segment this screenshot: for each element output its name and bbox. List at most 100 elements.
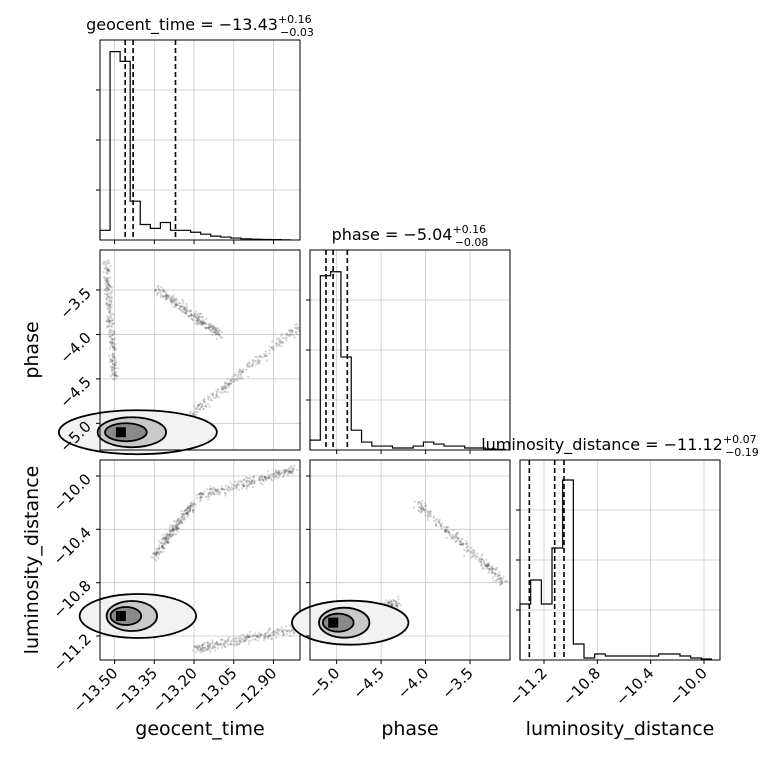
sample-point bbox=[159, 295, 163, 298]
sample-point bbox=[108, 324, 112, 328]
sample-point bbox=[188, 504, 191, 507]
sample-point bbox=[229, 642, 232, 645]
sample-point bbox=[446, 531, 449, 534]
sample-point bbox=[472, 550, 476, 553]
sample-point bbox=[105, 278, 109, 281]
sample-point bbox=[106, 318, 109, 321]
sample-point bbox=[198, 492, 201, 495]
sample-point bbox=[189, 502, 192, 505]
sample-point bbox=[461, 543, 464, 547]
sample-point bbox=[246, 633, 249, 636]
sample-point bbox=[197, 408, 200, 411]
sample-point bbox=[491, 571, 494, 574]
sample-point bbox=[238, 643, 241, 646]
sample-point bbox=[275, 342, 278, 345]
sample-point bbox=[160, 545, 163, 548]
sample-point bbox=[159, 289, 162, 292]
sample-point bbox=[162, 536, 166, 540]
sample-point bbox=[169, 532, 172, 535]
sample-point bbox=[208, 328, 211, 331]
sample-point bbox=[159, 550, 162, 553]
sample-point bbox=[480, 557, 484, 561]
sample-point bbox=[223, 390, 226, 393]
sample-point bbox=[179, 301, 182, 305]
sample-point bbox=[180, 305, 183, 308]
sample-point bbox=[112, 330, 116, 333]
sample-point bbox=[196, 647, 200, 650]
sample-point bbox=[204, 495, 208, 498]
sample-point bbox=[202, 321, 205, 324]
sample-point bbox=[172, 529, 175, 532]
sample-point bbox=[221, 388, 224, 391]
sample-point bbox=[499, 578, 502, 581]
sample-point bbox=[109, 329, 112, 332]
sample-point bbox=[212, 486, 215, 489]
sample-point bbox=[270, 632, 274, 635]
sample-point bbox=[242, 640, 245, 643]
sample-point bbox=[238, 368, 241, 371]
sample-point bbox=[459, 543, 462, 546]
sample-point bbox=[289, 332, 292, 335]
sample-point bbox=[176, 519, 180, 522]
sample-point bbox=[192, 412, 195, 415]
sample-point bbox=[211, 639, 214, 642]
sample-point bbox=[106, 303, 109, 306]
sample-point bbox=[204, 326, 208, 329]
sample-point bbox=[285, 630, 288, 633]
sample-point bbox=[491, 568, 495, 571]
sample-point bbox=[275, 475, 278, 478]
sample-point bbox=[206, 647, 209, 651]
sample-point bbox=[109, 291, 112, 294]
sample-point bbox=[272, 348, 275, 352]
sample-point bbox=[496, 577, 499, 580]
sample-point bbox=[240, 637, 244, 640]
sample-point bbox=[422, 506, 425, 509]
sample-point bbox=[110, 360, 114, 363]
sample-point bbox=[227, 382, 230, 385]
sample-point bbox=[288, 470, 291, 474]
sample-point bbox=[186, 505, 189, 508]
sample-point bbox=[242, 368, 245, 371]
sample-point bbox=[191, 504, 195, 507]
sample-point bbox=[180, 521, 183, 525]
sample-point bbox=[155, 550, 158, 553]
sample-point bbox=[109, 293, 113, 296]
sample-point bbox=[278, 341, 281, 344]
sample-point bbox=[112, 346, 115, 349]
sample-point bbox=[455, 535, 458, 538]
sample-point bbox=[277, 339, 281, 342]
sample-point bbox=[198, 500, 202, 503]
sample-point bbox=[201, 646, 204, 649]
sample-point bbox=[164, 536, 168, 540]
hist-luminosity_distance-grid bbox=[520, 460, 720, 660]
sample-point bbox=[106, 287, 109, 290]
sample-point bbox=[241, 377, 244, 381]
sample-point bbox=[202, 643, 205, 646]
sample-point bbox=[257, 631, 260, 634]
sample-point bbox=[173, 524, 177, 527]
sample-point bbox=[109, 359, 112, 363]
sample-point bbox=[282, 633, 285, 636]
sample-point bbox=[263, 355, 266, 358]
sample-point bbox=[202, 399, 205, 403]
sample-point bbox=[221, 487, 224, 490]
sample-point bbox=[254, 355, 257, 359]
sample-point bbox=[235, 643, 238, 646]
sample-point bbox=[180, 519, 183, 522]
sample-point bbox=[434, 519, 437, 522]
sample-point bbox=[228, 635, 231, 639]
sample-point bbox=[201, 644, 204, 647]
sample-point bbox=[170, 302, 173, 305]
sample-point bbox=[212, 492, 215, 495]
sample-point bbox=[241, 633, 244, 636]
sample-point bbox=[154, 551, 157, 554]
sample-point bbox=[179, 520, 183, 523]
x-axis-label-luminosity_distance: luminosity_distance bbox=[526, 718, 715, 740]
sample-point bbox=[196, 323, 199, 326]
sample-point bbox=[282, 633, 285, 636]
sample-point bbox=[161, 545, 164, 548]
sample-point bbox=[216, 337, 219, 341]
sample-point bbox=[108, 295, 111, 298]
sample-point bbox=[266, 637, 270, 640]
x-tick-label: −4.0 bbox=[394, 664, 432, 702]
